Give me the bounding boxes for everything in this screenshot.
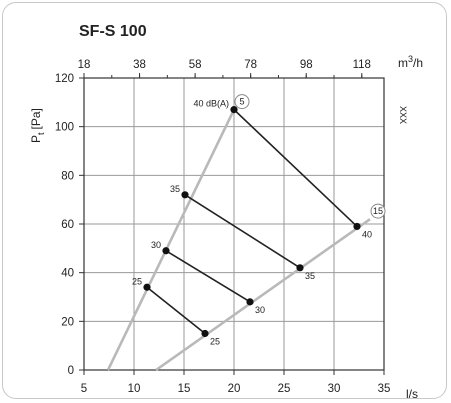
y-tick-label: 0 — [68, 365, 74, 377]
sound-level-point — [201, 329, 209, 338]
x-axis-label: l/s — [406, 387, 418, 401]
sound-level-point — [353, 222, 361, 231]
x2-tick-label: 118 — [353, 59, 371, 71]
x2-axis-label: m3/h — [398, 54, 423, 70]
x2-tick-label: 18 — [78, 59, 91, 71]
series-group — [106, 106, 371, 372]
sound-level-point — [181, 191, 189, 199]
x2-tick-label: 38 — [133, 59, 146, 71]
x2-axis-label-main: m — [398, 56, 408, 70]
x-tick-label: 35 — [378, 383, 391, 395]
y-tick-label: 100 — [55, 122, 74, 134]
x2-tick-label: 58 — [189, 59, 202, 71]
sound-level-line — [165, 250, 251, 303]
sound-level-label: 40 — [362, 229, 372, 239]
sound-level-point — [143, 283, 151, 291]
curve-label: 15 — [373, 206, 383, 216]
x2-axis-label-rest: /h — [413, 56, 423, 70]
curve-label: 5 — [239, 97, 244, 107]
sound-level-label: 40 dB(A) — [193, 99, 229, 109]
curve-label-circle — [234, 94, 250, 110]
x2-axis-label-sup: 3 — [408, 54, 413, 64]
y-tick-label: 120 — [55, 73, 74, 85]
sound-level-label: 35 — [170, 184, 180, 194]
y-axis-label-main: P — [29, 135, 43, 143]
sound-level-point — [162, 247, 170, 255]
x-tick-label: 10 — [128, 383, 141, 395]
x-tick-label: 20 — [228, 383, 241, 395]
sound-level-line — [184, 194, 301, 269]
sound-level-label: 25 — [210, 337, 220, 347]
sound-level-label: 25 — [132, 276, 142, 286]
x2-tick-label: 78 — [244, 59, 257, 71]
chart-frame — [2, 2, 447, 399]
sound-level-point — [246, 298, 254, 306]
y-axis-label-unit: [Pa] — [29, 108, 43, 129]
y-tick-label: 80 — [61, 170, 74, 182]
x2-tick-label: 98 — [300, 59, 313, 71]
y-tick-label: 40 — [61, 268, 74, 280]
x-tick-label: 30 — [328, 383, 341, 395]
chart-title: SF-S 100 — [79, 23, 147, 40]
x-tick-label: 5 — [81, 383, 87, 395]
y-tick-label: 20 — [61, 316, 74, 328]
sound-level-line — [146, 286, 206, 335]
sound-level-label: 30 — [255, 305, 265, 315]
curve-label-circle — [370, 203, 386, 219]
side-note: XXX — [398, 106, 408, 124]
sound-level-point — [296, 264, 304, 272]
sound-level-label: 30 — [151, 240, 161, 250]
x-tick-label: 25 — [278, 383, 291, 395]
y-axis-label: Pt [Pa] — [29, 108, 46, 143]
y-axis-label-sub: t — [36, 132, 46, 135]
labels-group: 5 15 40 dB(A) 40 35 35 30 30 25 25 — [132, 94, 386, 347]
fan-curve-line — [106, 109, 236, 371]
y-tick-label: 60 — [61, 219, 74, 231]
sound-level-point — [230, 106, 238, 114]
x-tick-label: 15 — [178, 383, 191, 395]
sound-level-label: 35 — [305, 271, 315, 281]
ticks: 5 10 15 20 25 30 35 0 20 40 60 80 100 120 18 38 58 78 98 11… — [55, 59, 391, 395]
fan-curve-line — [155, 218, 371, 372]
sound-level-line — [233, 109, 358, 228]
